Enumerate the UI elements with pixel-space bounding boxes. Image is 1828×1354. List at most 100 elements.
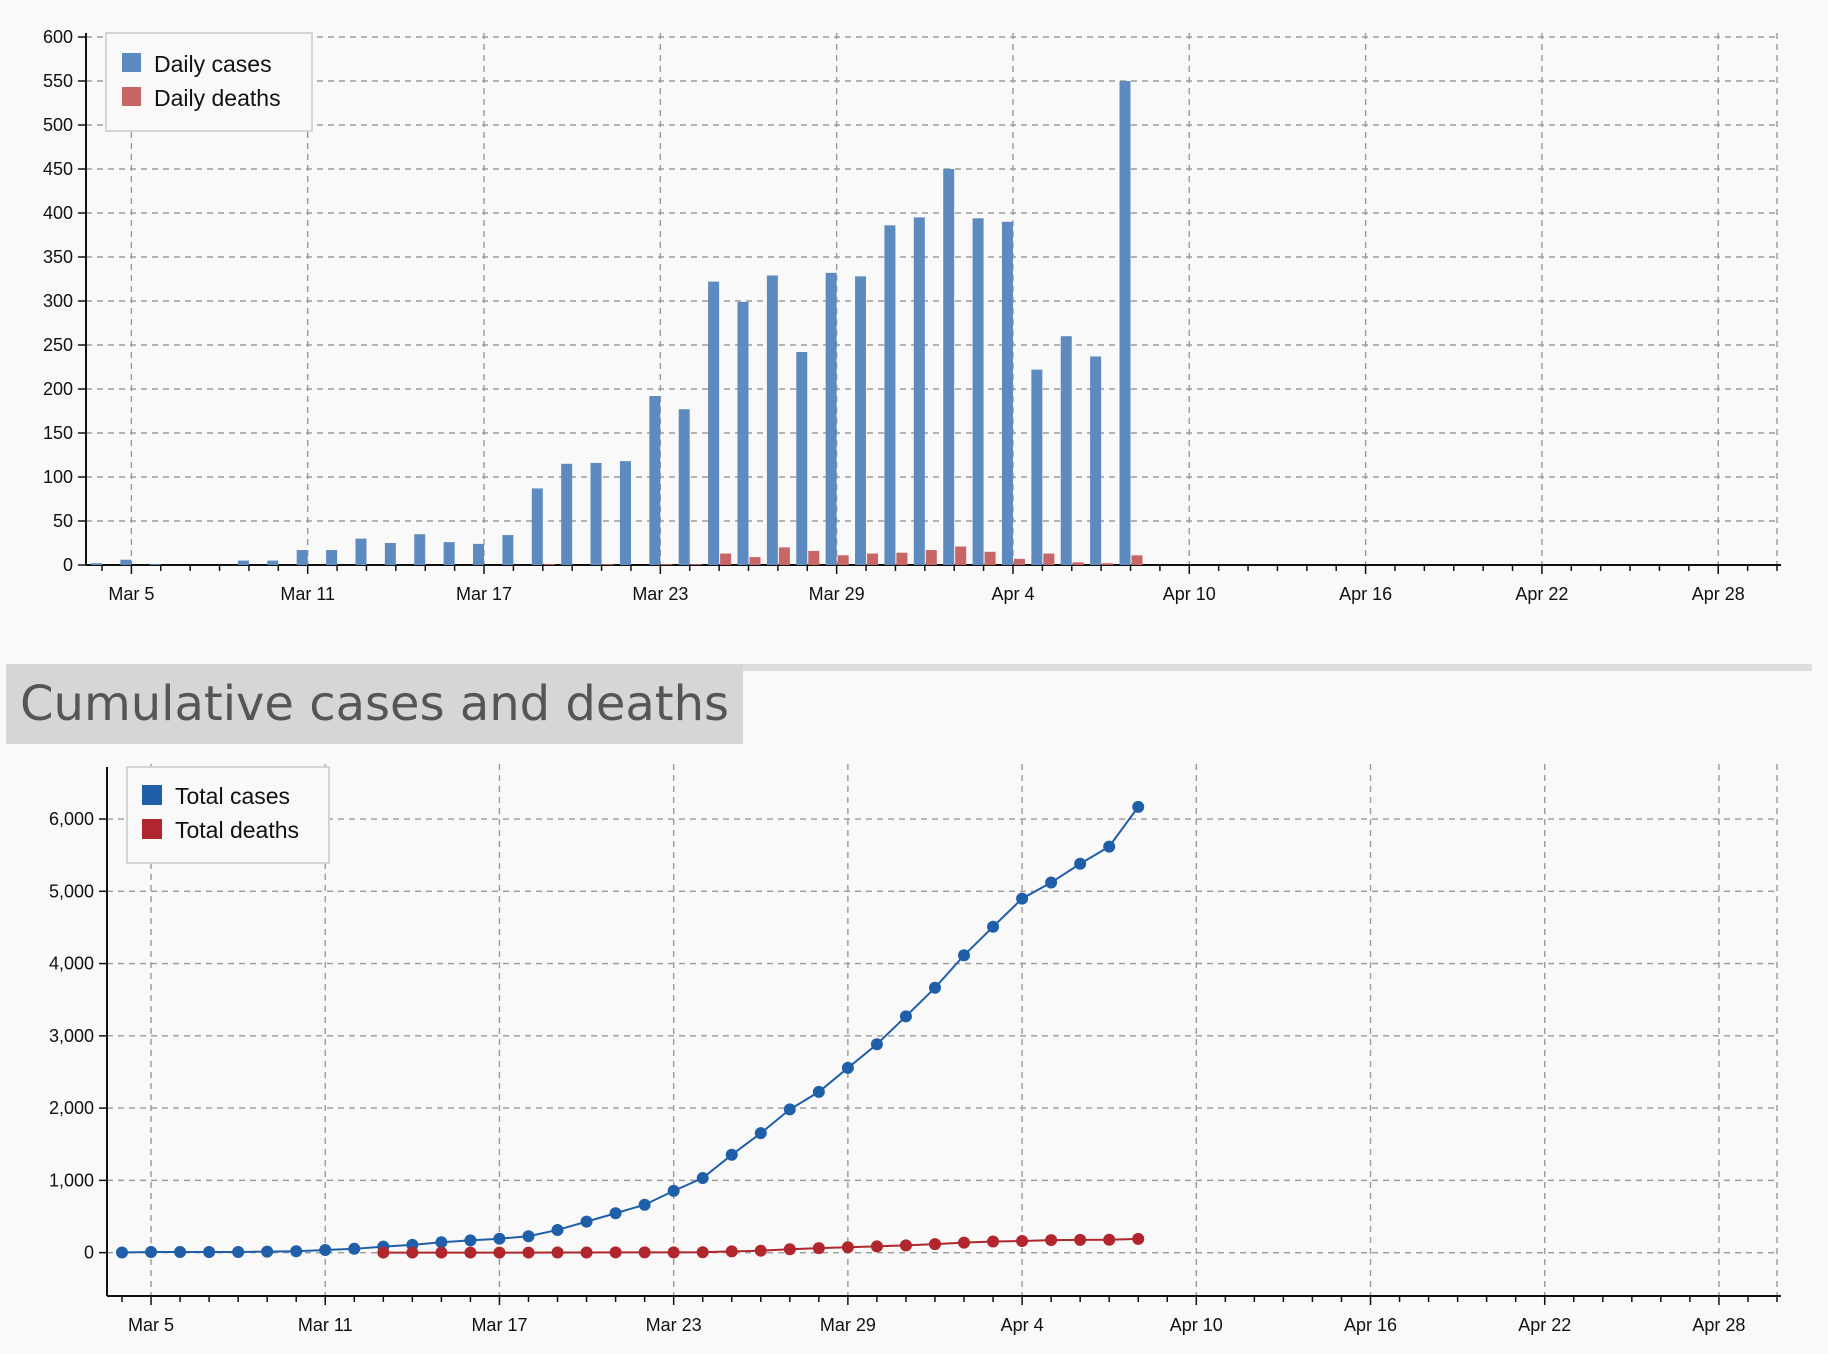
x-tick-label-apr-16: Apr 16 [1344,1315,1397,1335]
bar-daily-cases-mar-16 [443,542,455,565]
x-tick-label-apr-22: Apr 22 [1515,584,1568,604]
section-divider [6,664,1812,671]
point-total-cases-mar-18 [522,1230,535,1243]
daily-cases-deaths-chart: Mar 5 Mar 11 Mar 17 Mar 23 Mar 29 Apr 4 Apr 10… [43,27,1781,604]
point-total-cases-apr-7 [1103,840,1116,853]
point-total-cases-mar-23 [667,1184,680,1197]
bar-daily-cases-mar-11 [296,550,308,565]
point-total-cases-mar-10 [290,1245,303,1258]
point-total-deaths-mar-13 [377,1246,390,1259]
x-tick-label-mar-5: Mar 5 [108,584,154,604]
bar-daily-cases-mar-6 [149,564,161,565]
point-total-deaths-apr-2 [958,1236,971,1249]
bar-daily-deaths-apr-7 [1102,563,1114,565]
point-total-deaths-mar-15 [435,1246,448,1259]
point-total-deaths-mar-29 [841,1241,854,1254]
point-total-cases-apr-1 [928,981,941,994]
point-total-deaths-mar-24 [696,1246,709,1259]
point-total-cases-apr-4 [1016,892,1029,905]
daily-axes: Mar 5 Mar 11 Mar 17 Mar 23 Mar 29 Apr 4 Apr 10… [43,27,1781,604]
bar-daily-cases-mar-26 [737,301,749,565]
x-tick-label-apr-28: Apr 28 [1692,584,1745,604]
point-total-deaths-mar-23 [667,1246,680,1259]
point-total-cases-mar-9 [261,1245,274,1258]
bar-daily-cases-mar-14 [384,543,396,565]
point-total-cases-mar-29 [841,1061,854,1074]
point-total-cases-mar-19 [551,1223,564,1236]
point-total-deaths-apr-3 [987,1235,1000,1248]
x-tick-label-mar-11: Mar 11 [280,584,335,604]
legend-swatch-total-deaths [142,819,162,839]
point-total-cases-mar-15 [435,1236,448,1249]
bar-daily-deaths-apr-5 [1043,553,1055,565]
point-total-deaths-apr-5 [1045,1234,1058,1247]
bar-daily-deaths-mar-31 [896,552,908,565]
bar-daily-cases-mar-4 [91,563,102,565]
point-total-deaths-mar-21 [609,1246,622,1259]
point-total-deaths-mar-30 [870,1240,883,1253]
x-tick-label-mar-5: Mar 5 [128,1315,174,1335]
bar-daily-deaths-mar-26 [749,557,761,565]
bar-daily-cases-apr-4 [1001,221,1013,566]
point-total-cases-mar-22 [638,1198,651,1211]
x-tick-label-apr-16: Apr 16 [1339,584,1392,604]
point-total-cases-apr-6 [1074,857,1087,870]
bar-daily-deaths-mar-25 [720,553,732,565]
point-total-cases-mar-25 [725,1148,738,1161]
point-total-cases-mar-8 [232,1245,245,1258]
point-total-cases-mar-17 [493,1232,506,1245]
y-tick-label-450: 450 [43,159,73,179]
point-total-deaths-mar-27 [783,1243,796,1256]
point-total-deaths-apr-1 [928,1238,941,1251]
cumulative-cases-deaths-chart: Mar 5 Mar 11 Mar 17 Mar 23 Mar 29 Apr 4 Apr 10… [49,764,1781,1335]
bar-daily-deaths-mar-19 [543,564,555,565]
point-total-cases-mar-28 [812,1085,825,1098]
x-tick-label-apr-28: Apr 28 [1692,1315,1745,1335]
x-tick-label-mar-29: Mar 29 [809,584,865,604]
bar-daily-cases-mar-18 [502,535,514,565]
x-tick-label-apr-10: Apr 10 [1163,584,1216,604]
bar-daily-cases-mar-17 [473,543,485,565]
legend-label-total-deaths: Total deaths [175,817,299,843]
legend-label-total-cases: Total cases [175,783,290,809]
point-total-deaths-mar-31 [899,1239,912,1252]
y-tick-label-150: 150 [43,423,73,443]
y-tick-label-550: 550 [43,71,73,91]
bar-daily-deaths-mar-24 [690,564,702,565]
point-total-deaths-mar-26 [754,1244,767,1257]
point-total-deaths-mar-17 [493,1246,506,1259]
bar-daily-deaths-apr-3 [984,551,996,565]
point-total-deaths-apr-8 [1132,1232,1145,1245]
line-total-cases [121,806,1140,1254]
bar-daily-deaths-apr-2 [955,546,967,565]
bar-daily-cases-mar-13 [355,538,367,565]
bar-daily-cases-apr-5 [1031,369,1043,565]
bar-daily-cases-mar-19 [531,488,543,565]
point-total-cases-apr-5 [1045,876,1058,889]
bar-daily-cases-mar-29 [825,272,837,565]
y-tick-label-250: 250 [43,335,73,355]
y-tick-label-350: 350 [43,247,73,267]
bar-daily-cases-mar-5 [120,559,132,565]
y-tick-label-6-000: 6,000 [49,809,94,829]
point-total-cases-mar-6 [174,1245,187,1258]
bar-daily-cases-apr-1 [913,217,925,565]
x-tick-label-apr-4: Apr 4 [1001,1315,1044,1335]
point-total-deaths-mar-16 [464,1246,477,1259]
bar-daily-cases-mar-22 [619,461,631,565]
x-tick-label-mar-11: Mar 11 [298,1315,353,1335]
y-tick-label-1-000: 1,000 [49,1170,94,1190]
legend-label-daily-deaths: Daily deaths [154,85,281,111]
legend-swatch-total-cases [142,785,162,805]
point-total-cases-mar-5 [145,1246,158,1259]
bar-daily-deaths-apr-8 [1131,555,1143,565]
bar-daily-cases-mar-12 [326,550,338,565]
x-tick-label-apr-4: Apr 4 [991,584,1034,604]
point-total-deaths-mar-18 [522,1246,535,1259]
y-tick-label-50: 50 [53,511,73,531]
legend-swatch-daily-cases [122,53,141,72]
point-total-deaths-apr-4 [1016,1235,1029,1248]
bar-daily-cases-apr-3 [972,218,984,565]
bar-daily-cases-mar-25 [708,281,720,565]
